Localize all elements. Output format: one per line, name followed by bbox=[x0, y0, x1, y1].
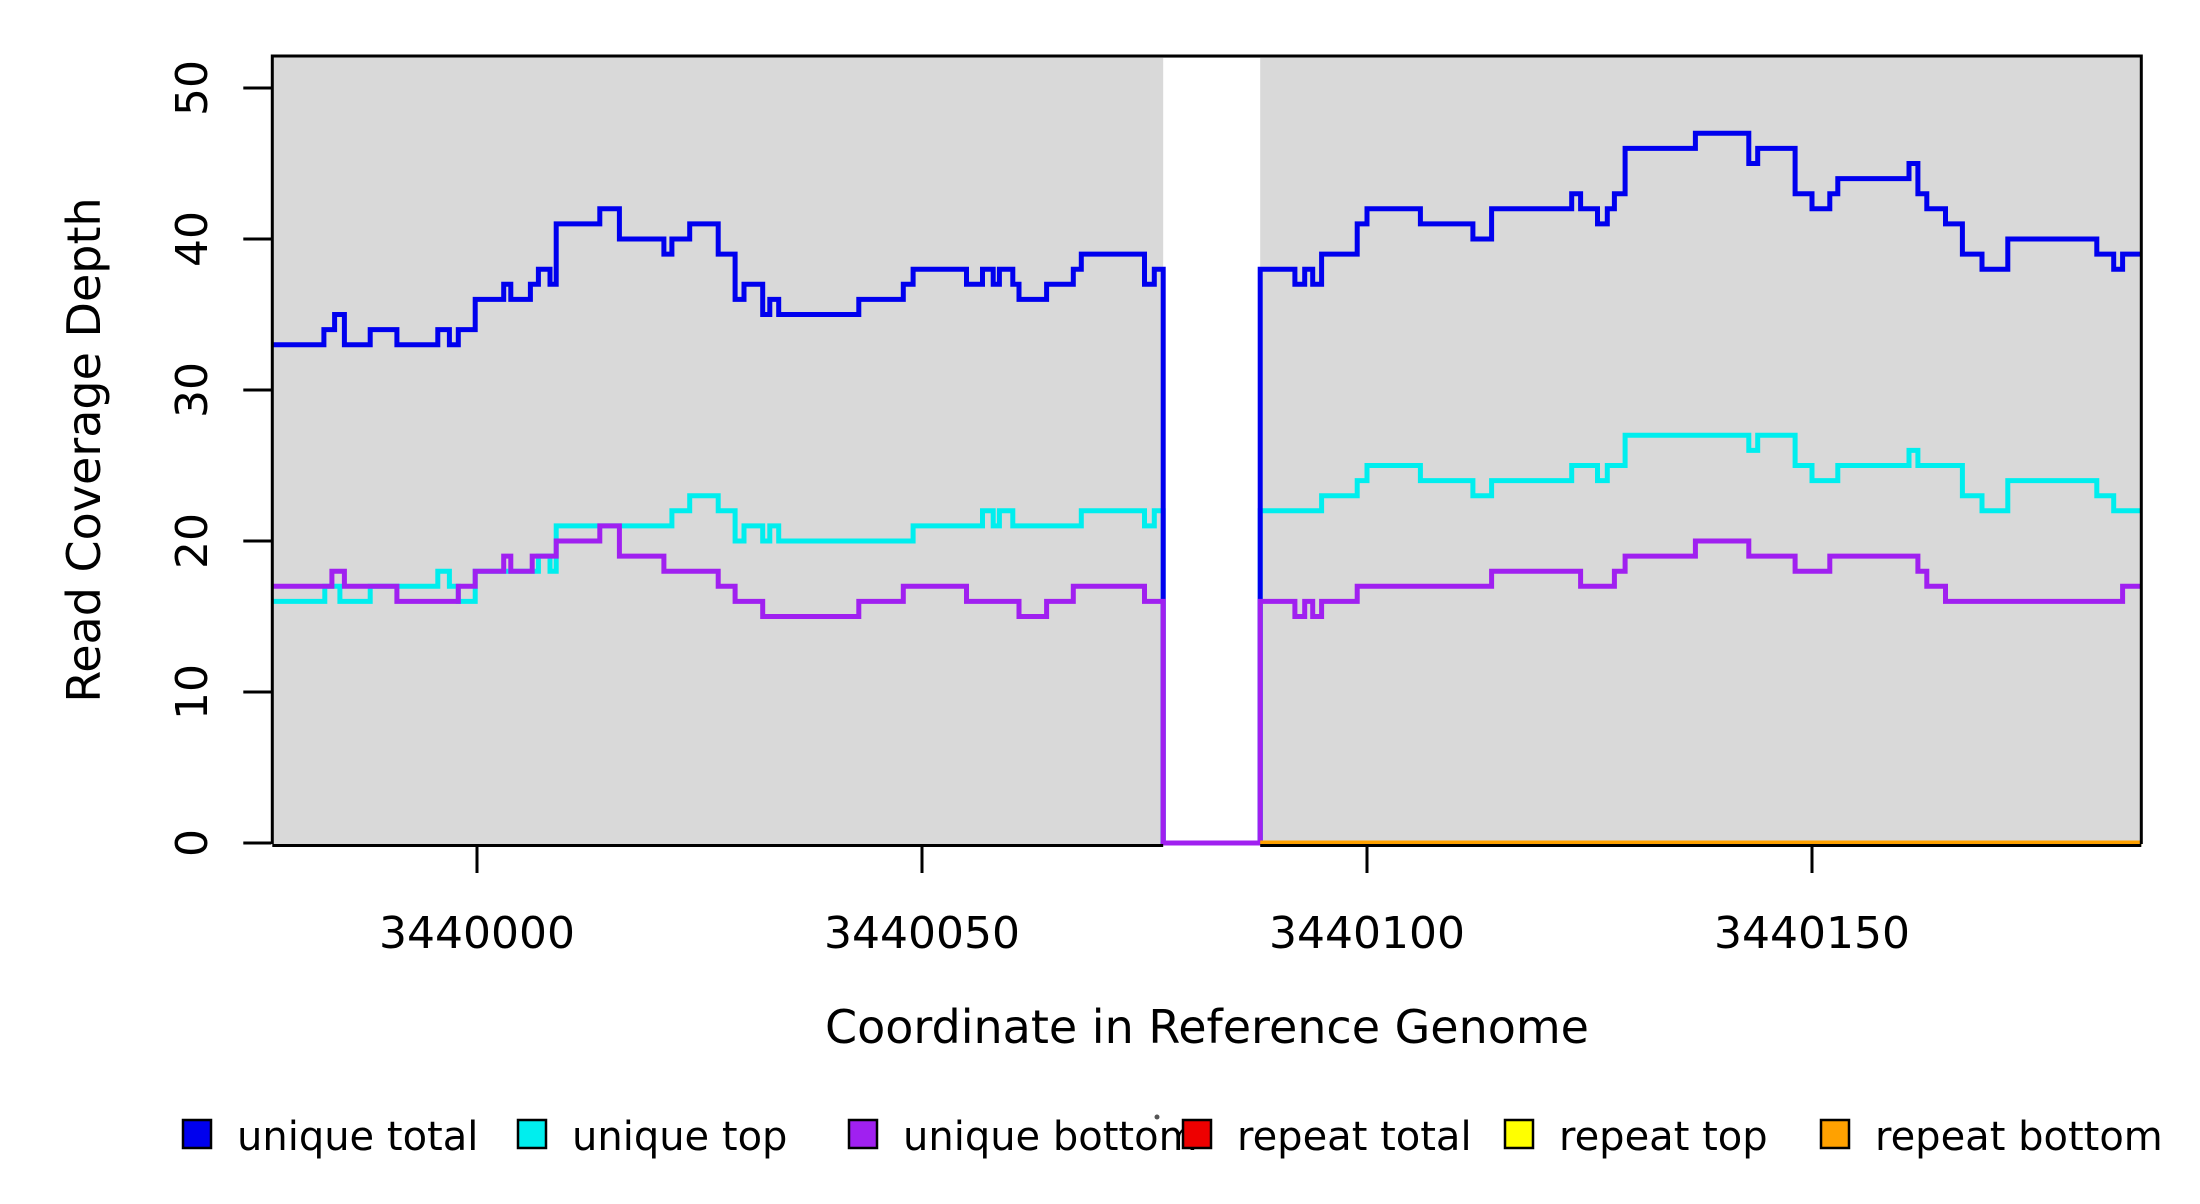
legend-label: unique total bbox=[237, 1114, 478, 1160]
legend-swatch-unique-total bbox=[181, 1118, 213, 1150]
x-axis-title: Coordinate in Reference Genome bbox=[825, 1000, 1589, 1054]
no-data-gap-region bbox=[1163, 58, 1261, 848]
x-axis-tick-label: 3440000 bbox=[379, 908, 575, 959]
legend-swatch-unique-top bbox=[516, 1118, 548, 1150]
plot-frame-layer bbox=[270, 54, 2143, 847]
legend-item-unique-top: unique top bbox=[516, 1114, 787, 1160]
legend-swatch-repeat-bottom bbox=[1819, 1118, 1851, 1150]
y-axis-tick-label: 30 bbox=[167, 362, 218, 418]
legend-swatch-repeat-top bbox=[1503, 1118, 1535, 1150]
legend-item-repeat-bottom: repeat bottom bbox=[1819, 1114, 2163, 1160]
legend-item-unique-bottom: unique bottom bbox=[847, 1114, 1198, 1160]
legend-label: repeat top bbox=[1559, 1114, 1768, 1160]
stray-dot bbox=[1154, 1114, 1160, 1120]
plot-panel-layer bbox=[272, 56, 2142, 848]
legend-label: unique bottom bbox=[903, 1114, 1198, 1160]
axis-layer: 3440000 3440050 3440100 3440150 0 10 20 30 40 50 bbox=[167, 60, 1910, 959]
legend-swatch-unique-bottom bbox=[847, 1118, 879, 1150]
legend-label: repeat total bbox=[1237, 1114, 1472, 1160]
legend-swatch-repeat-total bbox=[1181, 1118, 1213, 1150]
series-line-unique-total bbox=[272, 130, 2142, 846]
legend-label: unique top bbox=[572, 1114, 787, 1160]
legend-label: repeat bottom bbox=[1875, 1114, 2163, 1160]
y-axis-tick-label: 10 bbox=[167, 664, 218, 720]
x-axis-tick-label: 3440100 bbox=[1269, 908, 1465, 959]
series-layer bbox=[272, 130, 2142, 846]
legend-item-unique-total: unique total bbox=[181, 1114, 478, 1160]
legend: unique total unique top unique bottom repea… bbox=[181, 1114, 2163, 1160]
legend-item-repeat-top: repeat top bbox=[1503, 1114, 1768, 1160]
plot-border bbox=[270, 54, 2143, 844]
y-axis-tick-label: 40 bbox=[167, 211, 218, 267]
y-axis-title: Read Coverage Depth bbox=[57, 197, 111, 702]
y-axis-tick-label: 50 bbox=[167, 60, 218, 116]
y-axis-tick-label: 20 bbox=[167, 513, 218, 569]
x-axis-tick-label: 3440050 bbox=[824, 908, 1020, 959]
y-axis-tick-label: 0 bbox=[167, 829, 218, 857]
legend-item-repeat-total: repeat total bbox=[1181, 1114, 1472, 1160]
series-line-unique-bottom bbox=[272, 523, 2142, 846]
x-axis-tick-label: 3440150 bbox=[1714, 908, 1910, 959]
